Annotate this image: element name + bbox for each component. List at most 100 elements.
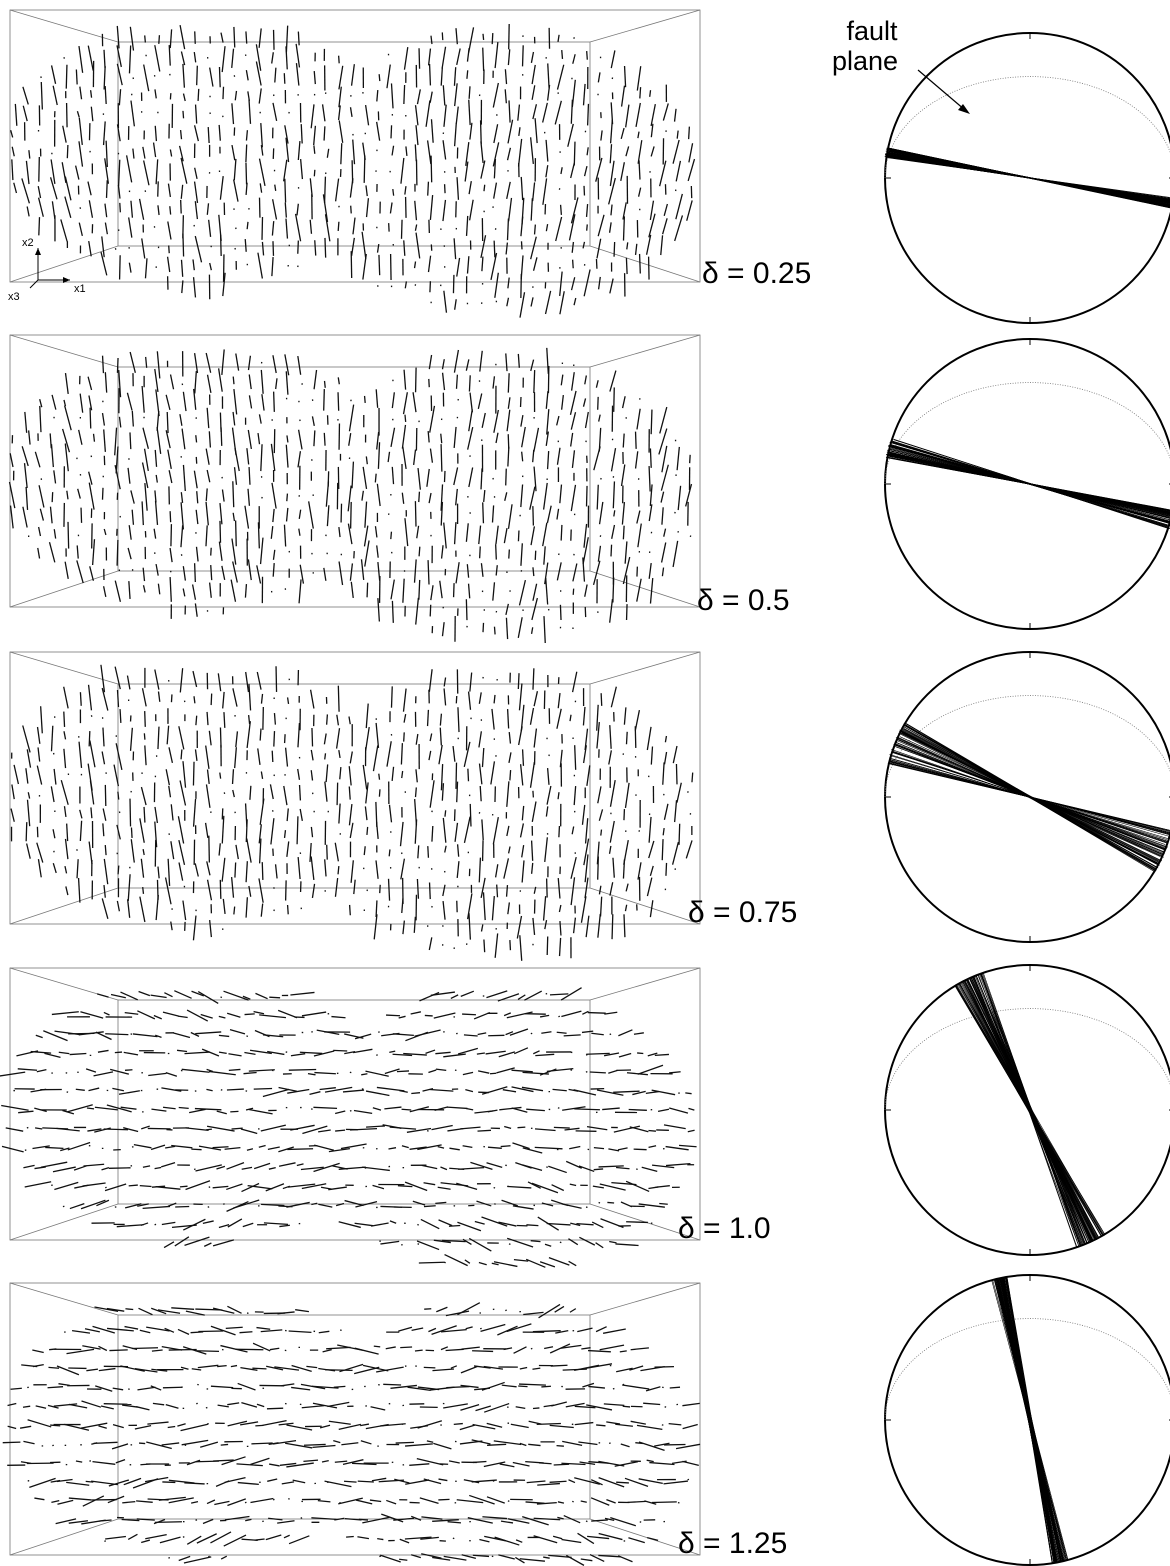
field-mark <box>398 1327 412 1331</box>
field-mark <box>532 801 536 821</box>
stereonet <box>885 1275 1170 1565</box>
field-mark <box>169 470 172 483</box>
field-mark <box>683 1425 698 1429</box>
field-mark <box>442 545 443 558</box>
field-mark <box>80 692 81 706</box>
field-mark <box>128 899 130 918</box>
field-mark <box>430 64 431 85</box>
field-mark <box>269 1464 280 1466</box>
field-mark <box>79 223 82 236</box>
field-mark <box>179 1107 189 1108</box>
field-mark <box>134 1145 152 1148</box>
field-mark <box>429 49 431 66</box>
field-mark <box>254 1089 272 1090</box>
field-mark <box>389 879 390 901</box>
field-mark <box>299 529 300 536</box>
field-mark <box>298 141 300 160</box>
field-mark <box>241 1129 257 1133</box>
field-mark <box>432 826 433 842</box>
field-mark <box>445 846 446 853</box>
field-mark <box>402 898 403 913</box>
field-mark <box>247 1149 253 1150</box>
field-mark <box>350 905 351 915</box>
field-mark <box>210 920 212 937</box>
field-mark <box>268 1518 282 1520</box>
field-mark <box>592 1222 603 1227</box>
field-mark <box>507 781 509 807</box>
field-mark <box>610 144 611 163</box>
field-mark <box>572 242 573 253</box>
field-mark <box>510 940 511 950</box>
field-mark <box>333 1050 347 1051</box>
field-mark <box>62 162 66 183</box>
field-mark <box>557 509 559 520</box>
field-mark <box>664 804 667 820</box>
field-mark <box>229 1069 241 1070</box>
field-mark <box>343 1090 364 1092</box>
field-mark <box>279 1225 290 1226</box>
field-mark <box>510 770 511 780</box>
field-mark <box>584 269 590 296</box>
field-mark <box>89 731 90 746</box>
field-mark <box>199 1146 221 1150</box>
field-mark <box>571 485 575 511</box>
field-mark <box>460 1127 480 1129</box>
field-mark <box>367 827 368 835</box>
field-mark <box>64 731 66 739</box>
field-mark <box>137 1011 154 1019</box>
field-mark <box>143 147 145 159</box>
field-mark <box>259 28 261 47</box>
field-mark <box>289 1069 316 1070</box>
field-mark <box>296 214 301 241</box>
field-mark <box>147 1422 168 1424</box>
field-mark <box>546 994 547 995</box>
field-mark <box>349 405 353 432</box>
field-mark <box>435 1052 450 1053</box>
field-mark <box>155 490 156 502</box>
field-mark <box>158 727 159 749</box>
field-mark <box>129 525 131 539</box>
field-mark <box>483 34 484 40</box>
field-mark <box>273 1441 296 1444</box>
field-mark <box>656 1186 670 1188</box>
field-mark <box>468 256 469 273</box>
field-mark <box>609 1242 616 1243</box>
field-mark <box>206 784 209 807</box>
field-mark <box>107 180 108 198</box>
field-mark <box>104 1541 105 1542</box>
field-mark <box>26 822 27 841</box>
field-mark <box>587 204 588 217</box>
field-mark <box>185 1237 210 1245</box>
field-mark <box>554 1127 570 1128</box>
field-mark <box>509 504 513 528</box>
field-mark <box>324 733 326 744</box>
field-mark <box>48 1367 59 1368</box>
field-mark <box>263 1089 289 1096</box>
field-mark <box>106 141 107 167</box>
field-mark <box>326 214 330 241</box>
figure: δ = 0.25δ = 0.5δ = 0.75δ = 1.0δ = 1.25x1… <box>0 0 1170 1566</box>
field-mark <box>315 240 316 255</box>
field-mark <box>587 51 588 60</box>
field-mark <box>249 886 251 897</box>
field-mark <box>236 845 238 859</box>
field-mark <box>182 1069 210 1072</box>
field-mark <box>522 845 524 857</box>
field-mark <box>601 830 602 836</box>
field-mark <box>335 1130 345 1131</box>
field-mark <box>131 827 132 837</box>
box-edge <box>590 246 700 282</box>
field-mark <box>68 1143 90 1150</box>
field-mark <box>626 732 627 744</box>
field-mark <box>468 769 469 782</box>
field-mark <box>558 878 560 898</box>
field-mark <box>213 1186 229 1187</box>
field-mark <box>146 357 147 368</box>
field-mark <box>609 178 616 204</box>
field-mark <box>169 45 170 66</box>
field-mark <box>125 1327 139 1330</box>
field-mark <box>57 1500 73 1504</box>
field-mark <box>571 163 575 178</box>
field-mark <box>223 692 224 709</box>
field-mark <box>389 849 390 856</box>
